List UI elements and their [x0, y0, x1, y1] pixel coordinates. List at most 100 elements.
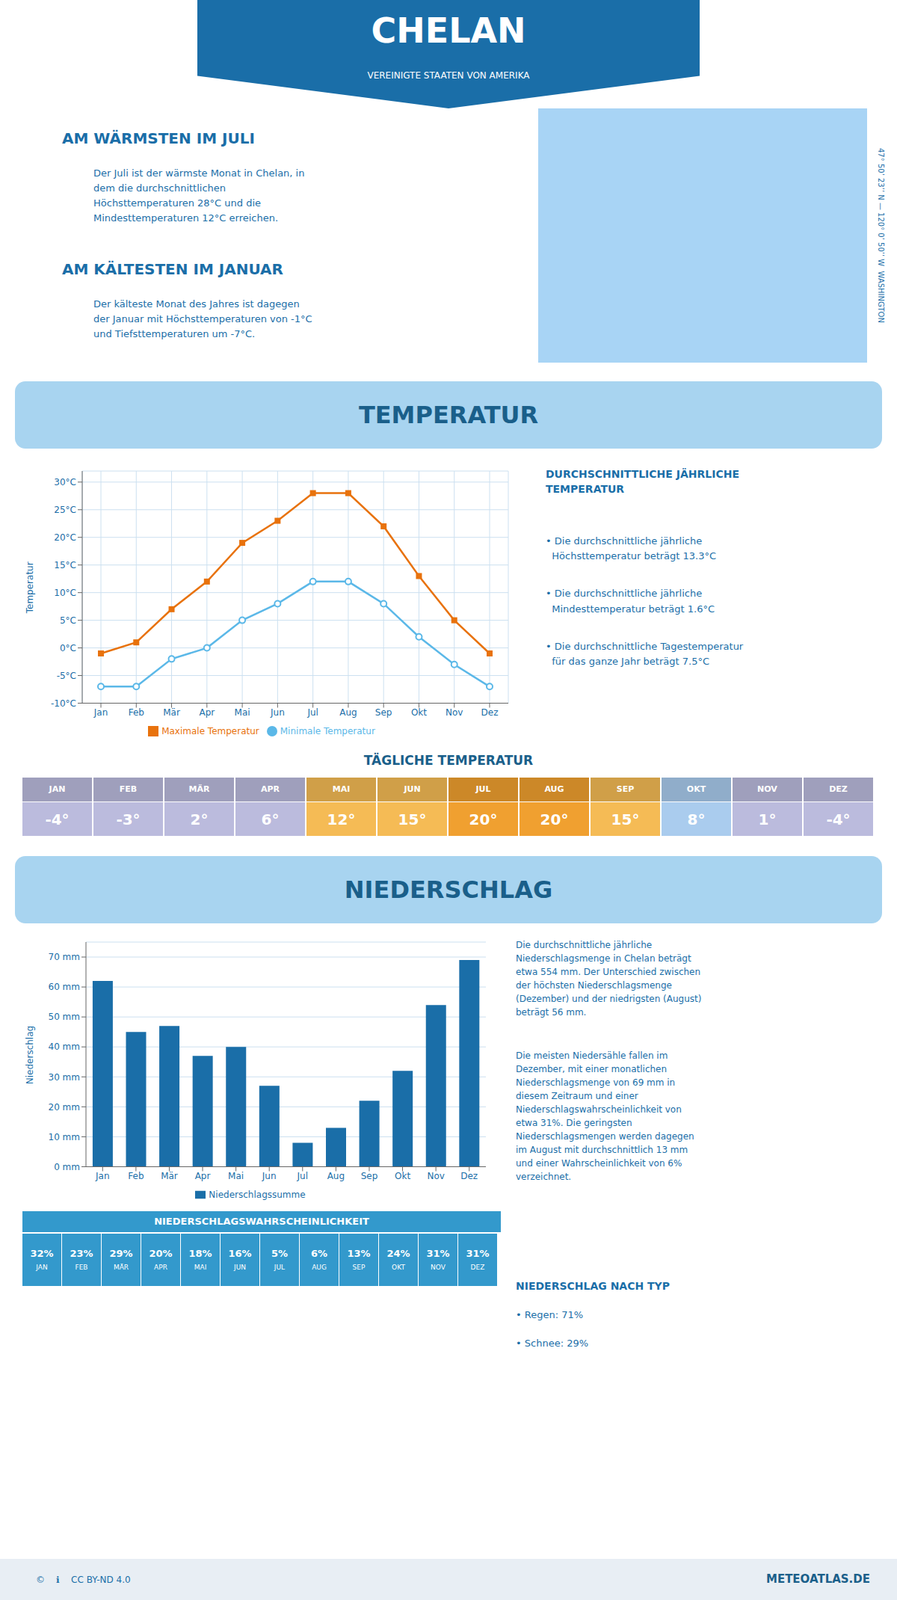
html-text:15°: 15°	[398, 809, 427, 828]
html-text:20°: 20°	[469, 809, 498, 828]
svg-text:Feb: Feb	[128, 707, 145, 718]
svg-text:60 mm: 60 mm	[48, 981, 80, 992]
html-text:31%: 31%	[465, 1247, 490, 1259]
html-text:15°: 15°	[611, 809, 640, 828]
html-text:JAN: JAN	[49, 783, 66, 794]
html-text:Niederschlagssumme: Niederschlagssumme	[208, 1188, 306, 1200]
html-text:MAI: MAI	[332, 783, 351, 794]
html-text:METEOATLAS.DE: METEOATLAS.DE	[766, 1572, 871, 1586]
svg-text:Nov: Nov	[445, 707, 463, 718]
svg-text:Feb: Feb	[127, 1170, 144, 1182]
html-text:NIEDERSCHLAGSWAHRSCHEINLICHKEI: NIEDERSCHLAGSWAHRSCHEINLICHKEIT	[154, 1215, 370, 1227]
svg-text:Mai: Mai	[227, 1170, 244, 1182]
svg-text:30°C: 30°C	[53, 476, 77, 488]
html-text:18%: 18%	[188, 1247, 212, 1259]
html-text:• Schnee: 29%: • Schnee: 29%	[515, 1336, 589, 1349]
svg-text:Jul: Jul	[296, 1170, 308, 1182]
svg-text:Apr: Apr	[195, 1170, 211, 1182]
svg-text:0 mm: 0 mm	[53, 1161, 80, 1173]
svg-text:20°C: 20°C	[53, 532, 77, 543]
html-text:31%: 31%	[426, 1247, 450, 1259]
html-text:Maximale Temperatur: Maximale Temperatur	[161, 725, 260, 736]
svg-text:Temperatur: Temperatur	[24, 561, 36, 614]
html-text:AUG: AUG	[544, 783, 565, 794]
html-text:SEP: SEP	[616, 783, 635, 794]
html-text:13%: 13%	[347, 1247, 371, 1259]
svg-text:Sep: Sep	[375, 707, 393, 718]
html-text:NIEDERSCHLAG NACH TYP: NIEDERSCHLAG NACH TYP	[515, 1279, 670, 1292]
html-text:• Die durchschnittliche jährli: • Die durchschnittliche jährliche Mindes…	[545, 587, 715, 615]
svg-text:Mai: Mai	[234, 707, 251, 718]
html-text:CHELAN: CHELAN	[371, 10, 526, 51]
svg-text:Mär: Mär	[160, 1170, 178, 1182]
html-text:TEMPERATUR: TEMPERATUR	[358, 400, 539, 430]
html-text:APR: APR	[260, 783, 280, 794]
svg-text:70 mm: 70 mm	[48, 951, 80, 963]
svg-text:-5°C: -5°C	[56, 670, 77, 681]
svg-text:-10°C: -10°C	[50, 698, 77, 709]
svg-text:Sep: Sep	[361, 1170, 379, 1182]
html-text:AM KÄLTESTEN IM JANUAR: AM KÄLTESTEN IM JANUAR	[62, 260, 284, 279]
html-text:TÄGLICHE TEMPERATUR: TÄGLICHE TEMPERATUR	[363, 752, 534, 768]
html-text:• Regen: 71%: • Regen: 71%	[515, 1308, 584, 1321]
html-text:32%: 32%	[30, 1247, 54, 1259]
html-text:16%: 16%	[228, 1247, 252, 1259]
html-text:MÄR: MÄR	[188, 783, 210, 794]
svg-text:Okt: Okt	[394, 1170, 411, 1182]
html-text:12°: 12°	[327, 809, 356, 828]
svg-text:25°C: 25°C	[53, 504, 77, 516]
html-text:24%: 24%	[386, 1247, 411, 1259]
svg-text:40 mm: 40 mm	[48, 1041, 80, 1052]
svg-text:Apr: Apr	[198, 707, 215, 718]
svg-text:0°C: 0°C	[59, 642, 77, 654]
svg-text:Jun: Jun	[269, 707, 285, 718]
html-text:JUL: JUL	[475, 783, 491, 794]
svg-text:Jul: Jul	[306, 707, 318, 718]
svg-text:Nov: Nov	[426, 1170, 445, 1182]
html-text:DURCHSCHNITTLICHE JÄHRLICHE TE: DURCHSCHNITTLICHE JÄHRLICHE TEMPERATUR	[545, 467, 740, 495]
html-text:29%: 29%	[109, 1247, 133, 1259]
svg-text:50 mm: 50 mm	[48, 1011, 80, 1022]
svg-text:Aug: Aug	[339, 707, 357, 718]
svg-text:10°C: 10°C	[53, 587, 77, 598]
svg-text:5°C: 5°C	[59, 615, 77, 626]
html-text:Die meisten Niedersähle fallen: Die meisten Niedersähle fallen im Dezemb…	[515, 1050, 695, 1182]
svg-text:Jan: Jan	[93, 707, 109, 718]
svg-text:Aug: Aug	[327, 1170, 345, 1182]
html-text:-3°: -3°	[116, 809, 141, 828]
svg-text:Jun: Jun	[261, 1170, 277, 1182]
html-text:1°: 1°	[758, 809, 777, 828]
html-text:-4°: -4°	[45, 809, 70, 828]
html-text:FEB: FEB	[119, 783, 137, 794]
html-text:2°: 2°	[190, 809, 209, 828]
html-text:JUN: JUN	[403, 783, 421, 794]
html-text:20°: 20°	[540, 809, 569, 828]
html-text:5%: 5%	[271, 1247, 288, 1259]
svg-text:20 mm: 20 mm	[48, 1101, 80, 1113]
html-text:-4°: -4°	[826, 809, 851, 828]
svg-text:Okt: Okt	[411, 707, 427, 718]
html-text:6%: 6%	[310, 1247, 328, 1259]
html-text:AM WÄRMSTEN IM JULI: AM WÄRMSTEN IM JULI	[62, 129, 255, 148]
html-text:VEREINIGTE STAATEN VON AMERIKA: VEREINIGTE STAATEN VON AMERIKA	[367, 70, 530, 81]
svg-text:30 mm: 30 mm	[48, 1071, 80, 1083]
html-text:Der kälteste Monat des Jahres: Der kälteste Monat des Jahres ist dagege…	[93, 298, 313, 340]
html-text:Der Juli ist der wärmste Monat: Der Juli ist der wärmste Monat in Chelan…	[93, 167, 305, 224]
html-text:• Die durchschnittliche Tagest: • Die durchschnittliche Tagestemperatur …	[545, 640, 744, 667]
html-text:8°: 8°	[687, 809, 706, 828]
html-text:6°: 6°	[261, 809, 280, 828]
svg-text:Jan: Jan	[94, 1170, 110, 1182]
svg-text:Dez: Dez	[460, 1170, 478, 1182]
html-text:23%: 23%	[69, 1247, 94, 1259]
html-text:20%: 20%	[149, 1247, 173, 1259]
svg-text:15°C: 15°C	[53, 559, 77, 571]
html-text:Die durchschnittliche jährlich: Die durchschnittliche jährliche Niedersc…	[515, 939, 702, 1018]
svg-text:Niederschlag: Niederschlag	[24, 1025, 36, 1084]
html-text:NIEDERSCHLAG: NIEDERSCHLAG	[344, 875, 553, 904]
svg-text:10 mm: 10 mm	[48, 1131, 80, 1143]
html-text:Minimale Temperatur: Minimale Temperatur	[280, 725, 376, 736]
html-text:• Die durchschnittliche jährli: • Die durchschnittliche jährliche Höchst…	[545, 535, 717, 562]
svg-text:Dez: Dez	[481, 707, 499, 718]
html-text:© ℹ CC BY-ND 4.0: © ℹ CC BY-ND 4.0	[35, 1573, 131, 1585]
svg-text:Mär: Mär	[162, 707, 181, 718]
